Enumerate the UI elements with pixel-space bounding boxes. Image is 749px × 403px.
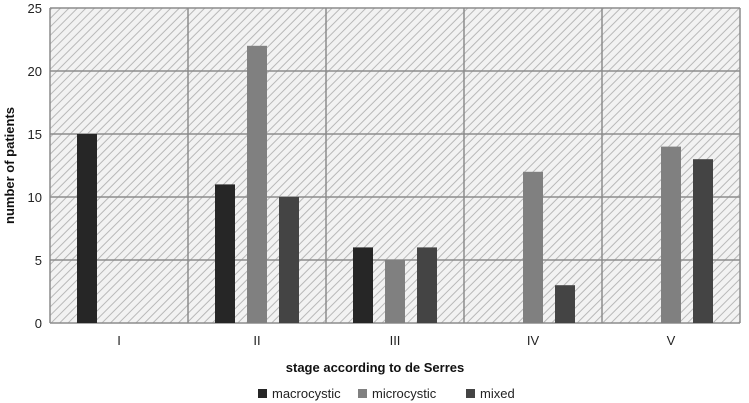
x-axis-label: stage according to de Serres [286,360,464,375]
y-tick-label: 20 [28,64,42,79]
y-tick-label: 25 [28,1,42,16]
bar-microcystic-III [385,260,405,323]
bar-macrocystic-III [353,247,373,323]
legend-swatch-macrocystic [258,389,267,398]
y-axis-label: number of patients [2,107,17,224]
legend-label-microcystic: microcystic [372,386,437,401]
y-tick-label: 15 [28,127,42,142]
x-tick-label: II [253,333,260,348]
bar-macrocystic-II [215,184,235,323]
y-tick-label: 5 [35,253,42,268]
legend: macrocystic microcystic mixed [258,386,515,401]
legend-swatch-microcystic [358,389,367,398]
bar-macrocystic-I [77,134,97,323]
legend-label-mixed: mixed [480,386,515,401]
y-tick-label: 0 [35,316,42,331]
bar-mixed-IV [555,285,575,323]
bars [77,45,713,324]
legend-swatch-mixed [466,389,475,398]
bar-microcystic-V [661,146,681,323]
x-tick-label: V [667,333,676,348]
x-tick-label: I [117,333,121,348]
bar-mixed-III [417,247,437,323]
y-tick-label: 10 [28,190,42,205]
legend-label-macrocystic: macrocystic [272,386,341,401]
bar-mixed-II [279,197,299,323]
x-axis-ticks: I II III IV V [117,333,675,348]
bar-mixed-V [693,159,713,323]
x-tick-label: III [390,333,401,348]
y-axis-ticks: 0 5 10 15 20 25 [28,1,42,331]
x-tick-label: IV [527,333,540,348]
bar-microcystic-IV [523,171,543,323]
bar-microcystic-II [247,45,267,324]
